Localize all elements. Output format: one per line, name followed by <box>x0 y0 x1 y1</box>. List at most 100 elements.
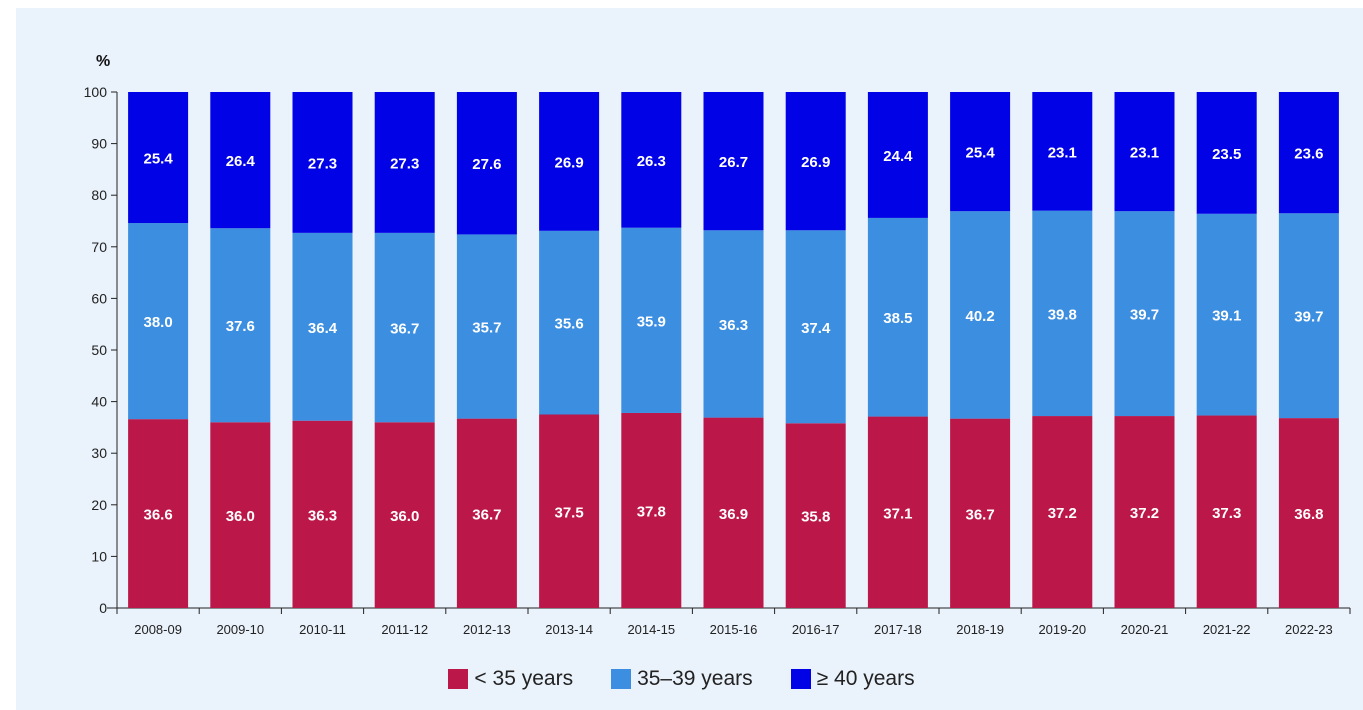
bar-segment <box>703 417 764 608</box>
bar-segment <box>128 92 189 224</box>
bar-segment <box>1278 213 1339 419</box>
legend-label: < 35 years <box>474 667 574 690</box>
bar-segment <box>210 92 271 229</box>
bar-segment <box>621 92 682 228</box>
bar-segment <box>539 230 600 415</box>
x-tick-label: 2012-13 <box>463 622 511 637</box>
bar-segment <box>374 232 435 423</box>
data-label: 23.6 <box>1294 146 1323 163</box>
data-label: 35.9 <box>637 313 666 330</box>
y-axis-unit-label: % <box>96 53 110 70</box>
bar-stack: 36.8 39.7 23.6 <box>1278 92 1339 608</box>
data-label: 26.9 <box>801 154 830 171</box>
data-label: 27.3 <box>390 155 419 172</box>
legend-item: < 35 years <box>448 667 573 691</box>
bar-stack: 36.9 36.3 26.7 <box>703 92 764 608</box>
data-label: 36.4 <box>308 320 338 337</box>
data-label: 37.4 <box>801 320 831 337</box>
bar-segment <box>1114 416 1175 608</box>
data-label: 24.4 <box>883 148 913 165</box>
data-label: 23.1 <box>1048 144 1077 161</box>
y-tick-label: 80 <box>91 187 107 203</box>
x-tick-label: 2015-16 <box>710 622 758 637</box>
data-label: 39.1 <box>1212 308 1241 325</box>
bar-segment <box>950 418 1011 608</box>
bar-segment <box>292 232 353 421</box>
y-tick-label: 60 <box>91 290 107 306</box>
data-label: 36.8 <box>1294 506 1323 523</box>
x-tick-label: 2019-20 <box>1038 622 1086 637</box>
bar-segment <box>292 92 353 233</box>
x-tick-label: 2008-09 <box>134 622 182 637</box>
bar-stack: 37.5 35.6 26.9 <box>539 92 600 608</box>
data-label: 25.4 <box>143 151 173 168</box>
bar-segment <box>867 416 928 608</box>
bar-stack: 35.8 37.4 26.9 <box>785 92 846 608</box>
data-label: 23.5 <box>1212 146 1241 163</box>
bar-segment <box>456 234 517 419</box>
data-label: 37.5 <box>554 504 583 521</box>
data-label: 36.0 <box>390 508 419 525</box>
data-label: 35.7 <box>472 320 501 337</box>
bars: 36.638.025.436.037.626.436.336.427.336.0… <box>128 92 1339 608</box>
x-tick-label: 2017-18 <box>874 622 922 637</box>
bar-stack: 36.0 37.6 26.4 <box>210 92 271 608</box>
bar-segment <box>539 414 600 608</box>
bar-segment <box>867 92 928 218</box>
bar-stack: 37.2 39.8 23.1 <box>1032 92 1093 608</box>
data-label: 38.0 <box>143 314 172 331</box>
bar-segment <box>1032 416 1093 608</box>
bar-stack: 37.8 35.9 26.3 <box>621 92 682 608</box>
x-tick-label: 2009-10 <box>216 622 264 637</box>
bar-segment <box>785 92 846 231</box>
y-tick-label: 30 <box>91 445 107 461</box>
data-label: 39.8 <box>1048 306 1077 323</box>
legend-swatch <box>448 669 469 689</box>
bar-segment <box>1196 415 1257 608</box>
data-label: 26.4 <box>226 153 256 170</box>
data-label: 36.7 <box>390 321 419 338</box>
bar-segment <box>1196 213 1257 416</box>
bar-segment <box>128 419 189 608</box>
bar-stack: 37.1 38.5 24.4 <box>867 92 928 608</box>
data-label: 35.8 <box>801 509 830 526</box>
y-tick-label: 0 <box>99 600 107 616</box>
data-label: 37.1 <box>883 505 912 522</box>
data-label: 37.2 <box>1048 505 1077 522</box>
bar-segment <box>621 227 682 413</box>
bar-segment <box>374 92 435 233</box>
x-tick-label: 2016-17 <box>792 622 840 637</box>
bar-segment <box>210 228 271 423</box>
bar-segment <box>950 211 1011 419</box>
bar-stack: 36.6 38.0 25.4 <box>128 92 189 608</box>
data-label: 36.3 <box>719 317 748 334</box>
data-label: 37.3 <box>1212 505 1241 522</box>
bar-segment <box>1032 210 1093 417</box>
bar-stack: 36.0 36.7 27.3 <box>374 92 435 608</box>
bar-segment <box>867 217 928 417</box>
bar-segment <box>621 412 682 608</box>
bar-segment <box>1114 92 1175 212</box>
legend-swatch <box>611 669 632 689</box>
x-tick-label: 2010-11 <box>299 622 346 637</box>
x-tick-label: 2020-21 <box>1121 622 1169 637</box>
data-label: 23.1 <box>1130 145 1159 162</box>
bar-segment <box>703 230 764 418</box>
bar-stack: 36.3 36.4 27.3 <box>292 92 353 608</box>
bar-segment <box>456 418 517 608</box>
bar-segment <box>1032 92 1093 211</box>
legend-label: 35–39 years <box>637 667 753 690</box>
bar-stack: 37.3 39.1 23.5 <box>1196 92 1257 608</box>
bar-segment <box>785 423 846 608</box>
bar-segment <box>456 92 517 235</box>
data-label: 36.0 <box>226 508 255 525</box>
x-tick-label: 2022-23 <box>1285 622 1333 637</box>
y-tick-label: 70 <box>91 239 107 255</box>
data-label: 25.4 <box>965 145 995 162</box>
y-tick-label: 90 <box>91 136 107 152</box>
data-label: 27.3 <box>308 155 337 172</box>
data-label: 38.5 <box>883 310 912 327</box>
y-tick-label: 20 <box>91 497 107 513</box>
data-label: 36.6 <box>143 507 172 524</box>
data-label: 27.6 <box>472 156 501 173</box>
